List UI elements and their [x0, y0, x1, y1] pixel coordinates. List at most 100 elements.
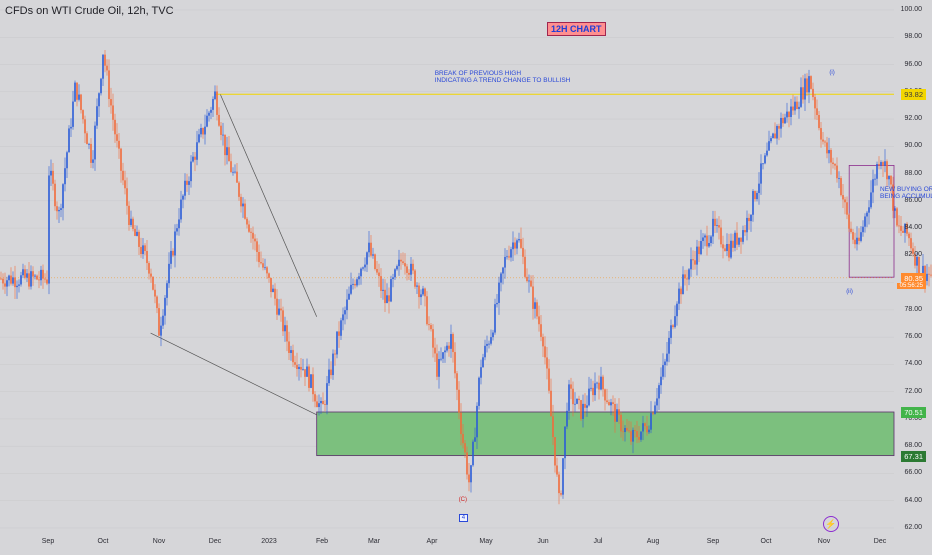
candle-body-357 [714, 218, 716, 226]
candle-body-397 [794, 101, 796, 111]
candle-body-316 [632, 429, 634, 442]
candle-body-5 [10, 275, 12, 284]
candle-body-58 [116, 134, 118, 141]
candle-body-120 [240, 196, 242, 207]
candle-body-452 [904, 223, 906, 233]
candle-body-60 [120, 148, 122, 171]
candle-body-244 [488, 343, 490, 345]
candle-body-111 [222, 134, 224, 136]
candle-body-199 [398, 259, 400, 267]
candle-body-44 [88, 143, 90, 145]
candle-body-198 [396, 266, 398, 270]
candle-body-392 [784, 117, 786, 124]
candle-body-296 [592, 387, 594, 396]
candle-body-17 [34, 275, 36, 277]
candle-body-276 [552, 416, 554, 438]
candle-body-418 [836, 165, 838, 179]
candle-body-429 [858, 237, 860, 241]
candle-body-248 [496, 302, 498, 305]
candle-body-450 [900, 225, 902, 231]
candle-body-66 [132, 218, 134, 229]
candle-body-93 [186, 180, 188, 185]
candle-body-381 [762, 163, 764, 165]
candle-body-3 [6, 280, 8, 287]
candle-body-307 [614, 404, 616, 422]
candle-body-243 [486, 343, 488, 346]
timeframe-badge: 12H CHART [547, 22, 606, 36]
candle-body-349 [698, 246, 700, 255]
candle-body-30 [60, 208, 62, 210]
candle-body-174 [348, 293, 350, 300]
candle-body-255 [510, 249, 512, 258]
x-tick-label-15: Dec [873, 538, 887, 545]
candle-body-54 [108, 70, 110, 100]
candle-body-291 [582, 403, 584, 419]
candle-body-48 [96, 106, 98, 126]
candle-body-463 [926, 273, 928, 281]
candle-body-439 [878, 164, 880, 166]
candle-body-171 [342, 314, 344, 321]
candle-body-88 [176, 228, 178, 232]
candle-body-24 [48, 175, 50, 284]
candle-body-369 [738, 237, 740, 245]
candle-body-34 [68, 128, 70, 153]
candle-body-365 [730, 240, 732, 258]
candle-body-156 [312, 374, 314, 395]
candle-body-252 [504, 256, 506, 268]
candle-body-155 [310, 374, 312, 388]
candle-body-7 [14, 277, 16, 288]
candle-body-338 [676, 303, 678, 317]
candle-body-417 [834, 164, 836, 166]
candle-body-247 [494, 304, 496, 333]
candle-body-240 [480, 367, 482, 378]
candle-body-86 [172, 250, 174, 256]
candle-body-323 [646, 426, 648, 433]
candle-body-46 [92, 159, 94, 163]
candle-body-37 [74, 82, 76, 102]
candle-body-241 [482, 357, 484, 368]
candle-body-305 [610, 402, 612, 406]
lightning-icon[interactable]: ⚡ [823, 516, 839, 532]
candle-body-28 [56, 206, 58, 212]
candle-body-401 [802, 87, 804, 100]
candle-body-61 [122, 170, 124, 181]
candle-body-464 [928, 273, 930, 275]
candle-body-131 [262, 263, 264, 268]
candle-body-287 [574, 403, 576, 405]
candle-body-135 [270, 277, 272, 293]
candle-body-236 [472, 441, 474, 466]
candle-body-454 [908, 233, 910, 239]
candle-body-70 [140, 246, 142, 255]
candle-body-455 [910, 238, 912, 249]
candle-body-207 [414, 270, 416, 287]
candle-body-15 [30, 271, 32, 287]
candle-body-146 [292, 350, 294, 363]
candle-body-187 [374, 254, 376, 270]
candle-body-75 [150, 273, 152, 277]
candle-body-246 [492, 332, 494, 338]
y-tick-label-4: 92.00 [904, 115, 922, 123]
candle-body-268 [536, 302, 538, 317]
candle-body-409 [818, 115, 820, 129]
candle-body-4 [8, 275, 10, 281]
candle-body-330 [660, 376, 662, 386]
candle-body-96 [192, 156, 194, 162]
y-tick-label-19: 62.00 [904, 524, 922, 531]
candle-body-453 [906, 223, 908, 234]
x-tick-label-13: Oct [760, 538, 772, 545]
candle-body-356 [712, 218, 714, 237]
candle-body-29 [58, 209, 60, 212]
candle-body-303 [606, 400, 608, 403]
candle-body-306 [612, 402, 614, 405]
candle-body-140 [280, 308, 282, 311]
candle-body-421 [842, 195, 844, 200]
candle-body-51 [102, 54, 104, 79]
candle-body-234 [468, 474, 470, 483]
candle-body-459 [918, 256, 920, 277]
candle-body-35 [70, 126, 72, 129]
candle-body-85 [170, 250, 172, 264]
price-tag-3: 67.31 [901, 450, 926, 462]
candle-body-22 [44, 278, 46, 280]
candle-body-250 [500, 273, 502, 283]
